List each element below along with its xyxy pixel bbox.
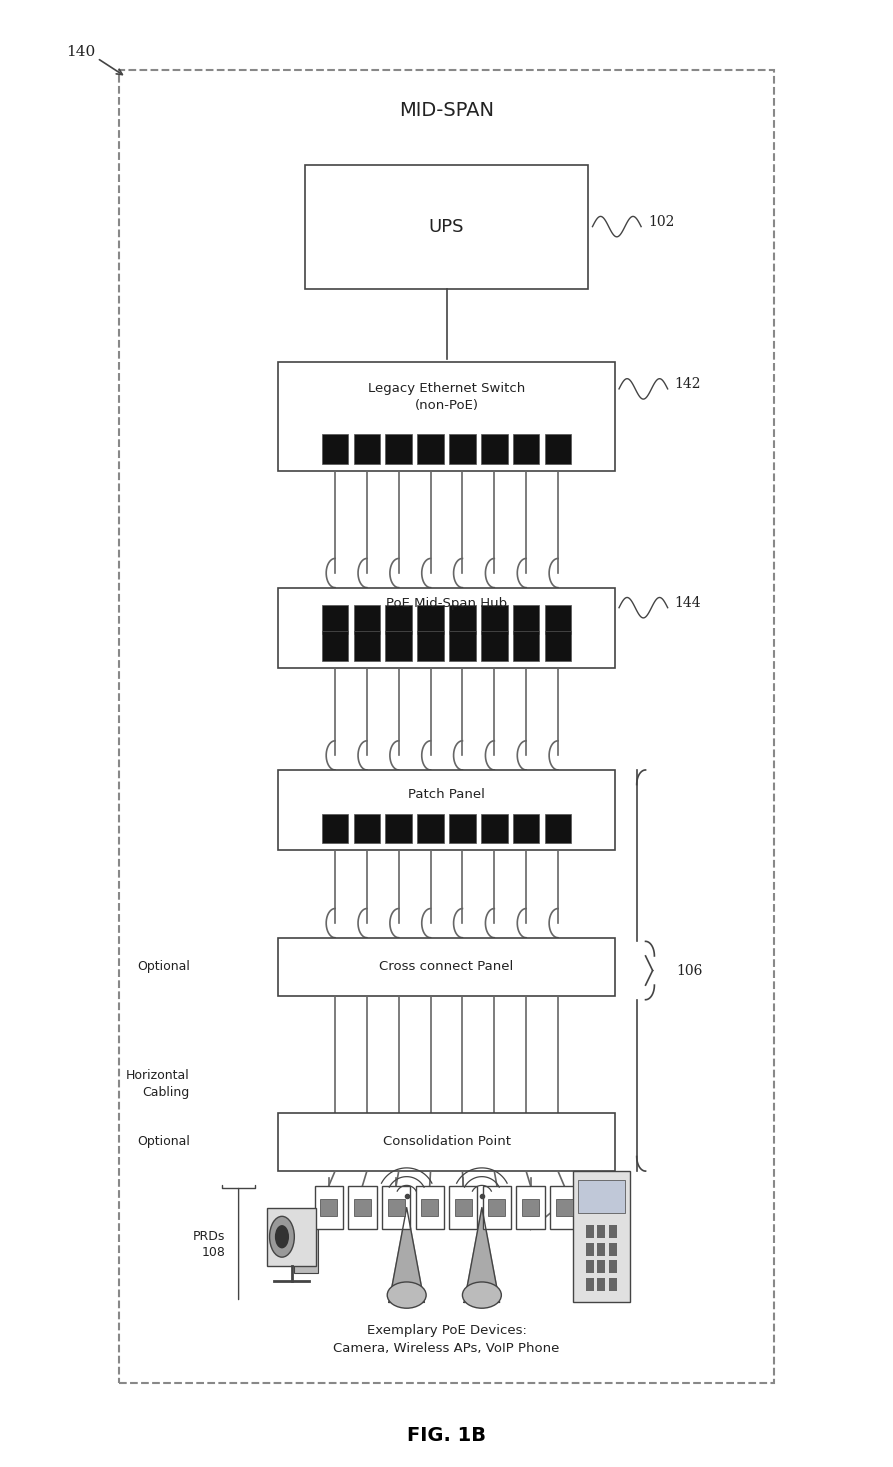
Bar	[449, 1185, 478, 1229]
Bar	[354, 434, 380, 464]
Bar	[386, 604, 412, 634]
Text: 106: 106	[677, 964, 703, 977]
Bar	[586, 1260, 594, 1273]
Text: 144: 144	[675, 596, 701, 610]
Bar	[354, 1199, 371, 1216]
Bar	[279, 1113, 614, 1171]
Bar	[481, 604, 507, 634]
Text: PRDs
108: PRDs 108	[193, 1229, 225, 1259]
Text: 142: 142	[675, 377, 701, 390]
Bar	[321, 814, 348, 844]
Bar	[572, 1171, 630, 1303]
Bar	[513, 814, 539, 844]
Bar	[455, 1199, 472, 1216]
Bar	[586, 1243, 594, 1256]
Text: FIG. 1B: FIG. 1B	[407, 1426, 486, 1445]
Bar	[415, 1185, 444, 1229]
Bar	[609, 1243, 617, 1256]
Bar	[550, 1185, 579, 1229]
Polygon shape	[389, 1207, 424, 1303]
Bar	[597, 1260, 605, 1273]
Text: PoE Mid-Span Hub: PoE Mid-Span Hub	[386, 597, 507, 610]
Text: 102: 102	[648, 214, 674, 229]
Bar	[609, 1225, 617, 1238]
Bar	[417, 631, 444, 660]
Bar	[481, 434, 507, 464]
Ellipse shape	[463, 1282, 501, 1309]
Bar	[386, 631, 412, 660]
Bar	[267, 1207, 316, 1266]
Bar	[354, 604, 380, 634]
Bar	[545, 434, 572, 464]
Bar	[513, 434, 539, 464]
Bar	[522, 1199, 539, 1216]
Bar	[555, 1199, 572, 1216]
Bar	[119, 70, 774, 1382]
Bar	[578, 1179, 625, 1213]
Bar	[488, 1199, 505, 1216]
Bar	[586, 1225, 594, 1238]
Bar	[545, 631, 572, 660]
Bar	[597, 1243, 605, 1256]
Bar	[386, 434, 412, 464]
Bar	[597, 1225, 605, 1238]
Text: Optional: Optional	[137, 961, 190, 974]
Bar	[354, 631, 380, 660]
Bar	[321, 631, 348, 660]
Text: Legacy Ethernet Switch
(non-PoE): Legacy Ethernet Switch (non-PoE)	[368, 381, 525, 412]
Bar	[382, 1185, 410, 1229]
Text: UPS: UPS	[429, 217, 464, 236]
Circle shape	[270, 1216, 295, 1257]
Text: Patch Panel: Patch Panel	[408, 788, 485, 801]
Bar	[545, 814, 572, 844]
Bar	[279, 361, 614, 471]
Bar	[449, 434, 476, 464]
Bar	[388, 1199, 405, 1216]
Bar	[483, 1185, 511, 1229]
Text: Horizontal
Cabling: Horizontal Cabling	[126, 1068, 190, 1099]
Ellipse shape	[388, 1282, 426, 1309]
Bar	[279, 770, 614, 851]
Polygon shape	[464, 1207, 499, 1303]
Bar	[481, 814, 507, 844]
Bar	[321, 1199, 338, 1216]
Text: Exemplary PoE Devices:
Camera, Wireless APs, VoIP Phone: Exemplary PoE Devices: Camera, Wireless …	[333, 1325, 560, 1356]
Bar	[516, 1185, 545, 1229]
Bar	[513, 631, 539, 660]
Bar	[305, 164, 588, 289]
Bar	[314, 1185, 343, 1229]
Text: Consolidation Point: Consolidation Point	[382, 1135, 511, 1149]
Text: 140: 140	[66, 45, 96, 59]
Bar	[279, 588, 614, 667]
Bar	[354, 814, 380, 844]
Bar	[294, 1226, 319, 1273]
Bar	[348, 1185, 377, 1229]
Bar	[279, 937, 614, 996]
Bar	[609, 1260, 617, 1273]
Text: Optional: Optional	[137, 1135, 190, 1149]
Bar	[545, 604, 572, 634]
Bar	[421, 1199, 438, 1216]
Text: Cross connect Panel: Cross connect Panel	[380, 961, 513, 974]
Bar	[449, 814, 476, 844]
Bar	[321, 604, 348, 634]
Bar	[513, 604, 539, 634]
Bar	[417, 604, 444, 634]
Bar	[449, 631, 476, 660]
Bar	[386, 814, 412, 844]
Circle shape	[275, 1225, 289, 1248]
Bar	[586, 1278, 594, 1291]
Bar	[481, 631, 507, 660]
Bar	[321, 434, 348, 464]
Bar	[449, 604, 476, 634]
Bar	[609, 1278, 617, 1291]
Bar	[417, 434, 444, 464]
Bar	[597, 1278, 605, 1291]
Bar	[417, 814, 444, 844]
Text: MID-SPAN: MID-SPAN	[399, 101, 494, 120]
